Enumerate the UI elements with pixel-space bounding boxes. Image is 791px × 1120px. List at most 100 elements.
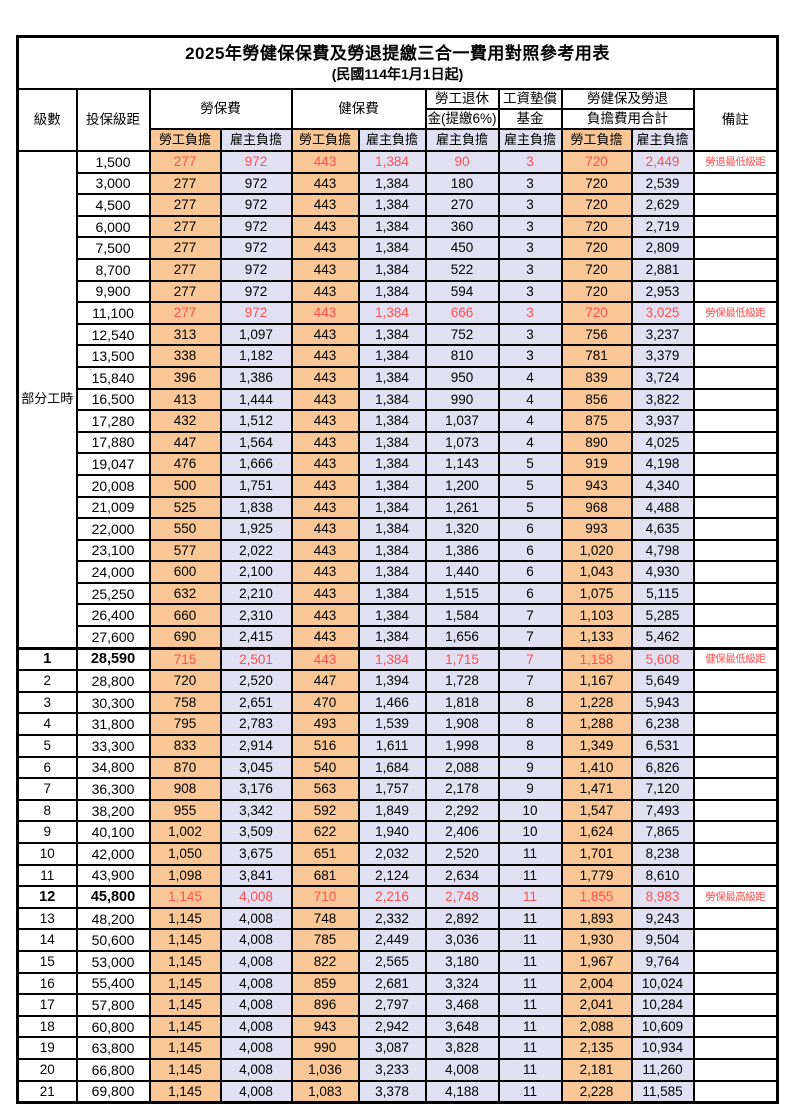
table-body: 部分工時 1,500 277 972 443 1,384 90 3 720 2,449 勞退最低級距… xyxy=(16,149,779,1104)
value-cell: 11 xyxy=(497,842,563,866)
value-cell: 4,340 xyxy=(630,473,695,498)
value-cell: 443 xyxy=(290,365,360,390)
value-cell: 277 xyxy=(148,301,222,325)
level-cell: 9 xyxy=(16,820,78,844)
value-cell: 1,083 xyxy=(290,1079,360,1104)
value-cell: 2,135 xyxy=(560,1036,633,1060)
value-cell: 3 xyxy=(497,301,563,325)
value-cell: 1,384 xyxy=(357,150,427,174)
level-cell: 12 xyxy=(16,885,78,909)
bracket-cell: 8,700 xyxy=(75,257,151,282)
value-cell: 577 xyxy=(148,538,222,563)
level-cell: 5 xyxy=(16,734,78,758)
value-cell: 839 xyxy=(560,365,633,390)
value-cell: 1,384 xyxy=(357,495,427,520)
value-cell: 2,100 xyxy=(219,560,293,584)
bracket-cell: 33,300 xyxy=(75,734,151,758)
remark-cell xyxy=(692,1036,779,1060)
value-cell: 6 xyxy=(497,538,563,563)
bracket-cell: 1,500 xyxy=(75,150,151,174)
table-row: 7 36,300 908 3,176 563 1,757 2,178 9 1,471 7,120 xyxy=(16,777,779,801)
bracket-cell: 24,000 xyxy=(75,560,151,584)
value-cell: 1,145 xyxy=(148,928,222,952)
value-cell: 1,145 xyxy=(148,1036,222,1060)
value-cell: 972 xyxy=(219,301,293,325)
remark-cell xyxy=(692,344,779,368)
value-cell: 955 xyxy=(148,798,222,823)
table-row: 20 66,800 1,145 4,008 1,036 3,233 4,008 11 2,181… xyxy=(16,1057,779,1082)
value-cell: 447 xyxy=(148,430,222,455)
value-cell: 3,841 xyxy=(219,863,293,888)
bracket-cell: 6,000 xyxy=(75,214,151,239)
value-cell: 943 xyxy=(560,473,633,498)
value-cell: 1,515 xyxy=(424,581,500,606)
value-cell: 1,073 xyxy=(424,430,500,455)
value-cell: 6 xyxy=(497,517,563,541)
value-cell: 4,488 xyxy=(630,495,695,520)
value-cell: 10 xyxy=(497,798,563,823)
value-cell: 2,942 xyxy=(357,1014,427,1039)
value-cell: 90 xyxy=(424,150,500,174)
remark-cell xyxy=(692,538,779,563)
value-cell: 3,045 xyxy=(219,755,293,780)
value-cell: 919 xyxy=(560,452,633,476)
remark-cell xyxy=(692,409,779,433)
value-cell: 2,228 xyxy=(560,1079,633,1104)
remark-cell xyxy=(692,495,779,520)
value-cell: 1,200 xyxy=(424,473,500,498)
bracket-cell: 48,200 xyxy=(75,906,151,931)
table-row: 3,000 277 972 443 1,384 180 3 720 2,539 xyxy=(18,171,779,196)
value-cell: 3 xyxy=(497,279,563,304)
level-cell: 21 xyxy=(16,1079,78,1104)
value-cell: 2,501 xyxy=(219,646,293,672)
value-cell: 476 xyxy=(148,452,222,476)
value-cell: 443 xyxy=(290,495,360,520)
value-cell: 972 xyxy=(219,236,293,260)
table-row: 3 30,300 758 2,651 470 1,466 1,818 8 1,228 5,943 xyxy=(16,690,779,715)
value-cell: 1,440 xyxy=(424,560,500,584)
header-labor-insurance: 勞保費 xyxy=(148,88,293,130)
level-cell: 16 xyxy=(16,971,78,996)
remark-cell xyxy=(692,214,779,239)
value-cell: 3,509 xyxy=(219,820,293,844)
value-cell: 1,145 xyxy=(148,993,222,1017)
value-cell: 443 xyxy=(290,560,360,584)
bracket-cell: 13,500 xyxy=(75,344,151,368)
table-row: 22,000 550 1,925 443 1,384 1,320 6 993 4,635 xyxy=(18,517,779,541)
value-cell: 4 xyxy=(497,387,563,412)
value-cell: 1,410 xyxy=(560,755,633,780)
header-level: 級數 xyxy=(16,88,78,152)
value-cell: 896 xyxy=(290,993,360,1017)
value-cell: 443 xyxy=(290,538,360,563)
value-cell: 443 xyxy=(290,473,360,498)
value-cell: 500 xyxy=(148,473,222,498)
value-cell: 8,610 xyxy=(630,863,695,888)
value-cell: 681 xyxy=(290,863,360,888)
value-cell: 9,504 xyxy=(630,928,695,952)
remark-cell xyxy=(692,1079,779,1104)
value-cell: 11 xyxy=(497,1036,563,1060)
value-cell: 1,384 xyxy=(357,171,427,196)
value-cell: 720 xyxy=(560,171,633,196)
value-cell: 10,609 xyxy=(630,1014,695,1039)
value-cell: 1,384 xyxy=(357,560,427,584)
value-cell: 1,838 xyxy=(219,495,293,520)
value-cell: 1,684 xyxy=(357,755,427,780)
value-cell: 1,539 xyxy=(357,712,427,737)
value-cell: 2,520 xyxy=(424,842,500,866)
value-cell: 2,041 xyxy=(560,993,633,1017)
table-row: 17,280 432 1,512 443 1,384 1,037 4 875 3,937 xyxy=(18,409,779,433)
value-cell: 443 xyxy=(290,517,360,541)
value-cell: 2,783 xyxy=(219,712,293,737)
remark-cell xyxy=(692,517,779,541)
subheader-wage-fund-employer: 雇主負擔 xyxy=(497,128,563,152)
table-row: 2 28,800 720 2,520 447 1,394 1,728 7 1,167 5,649 xyxy=(16,669,779,693)
value-cell: 1,925 xyxy=(219,517,293,541)
table-row: 8,700 277 972 443 1,384 522 3 720 2,881 xyxy=(18,257,779,282)
value-cell: 5,285 xyxy=(630,603,695,628)
value-cell: 8 xyxy=(497,712,563,737)
value-cell: 1,466 xyxy=(357,690,427,715)
value-cell: 11 xyxy=(497,993,563,1017)
value-cell: 470 xyxy=(290,690,360,715)
value-cell: 5,462 xyxy=(630,625,695,650)
